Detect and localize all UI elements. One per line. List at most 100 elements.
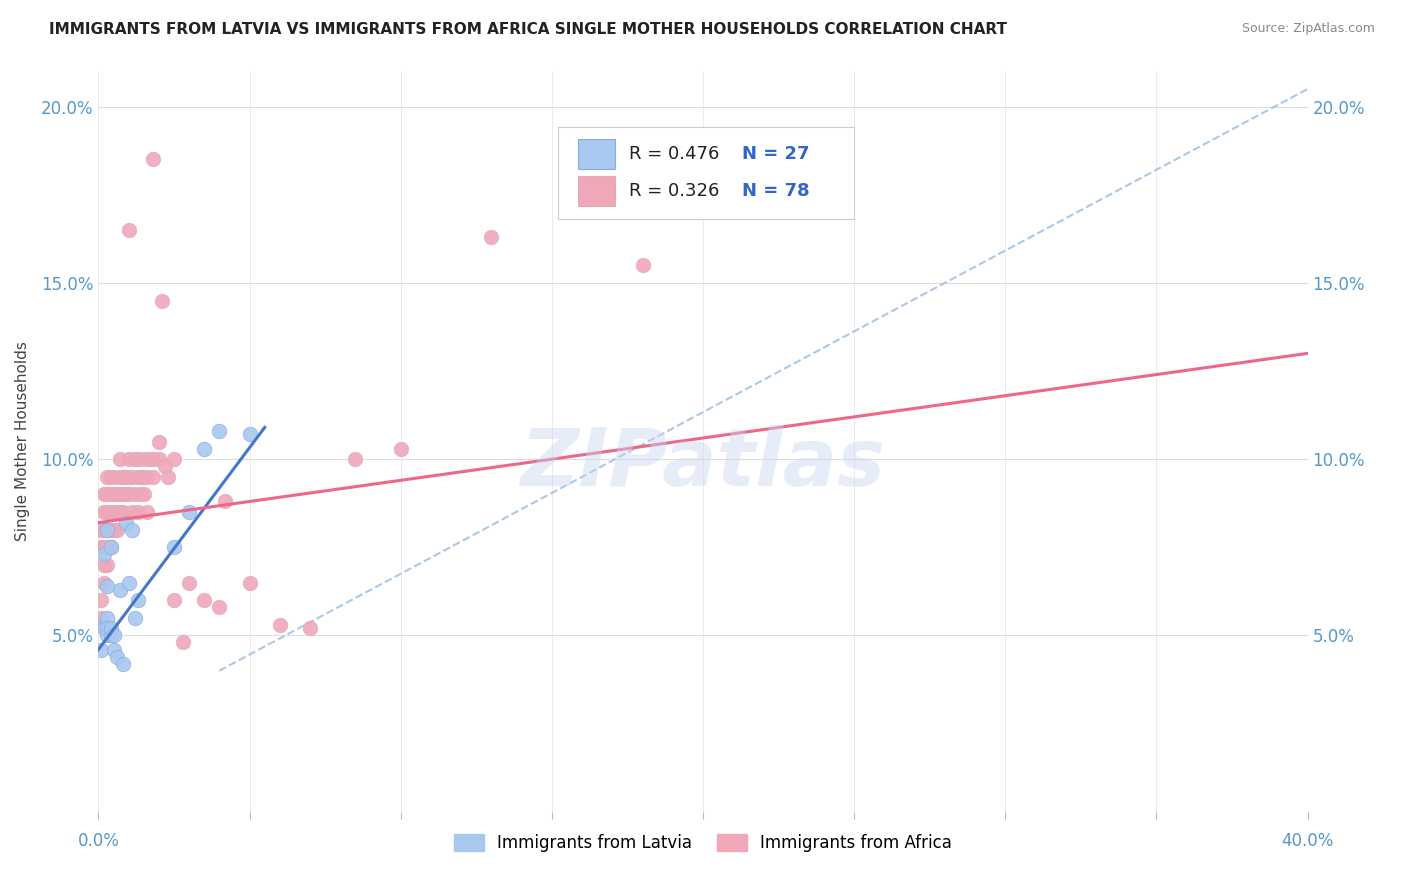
- Point: [214, 494, 236, 508]
- Point: [163, 593, 186, 607]
- Point: [96, 523, 118, 537]
- Point: [100, 628, 122, 642]
- Point: [93, 621, 115, 635]
- Point: [121, 470, 143, 484]
- Point: [96, 628, 118, 642]
- Point: [93, 558, 115, 572]
- Point: [118, 223, 141, 237]
- Text: ZIPatlas: ZIPatlas: [520, 425, 886, 503]
- Point: [103, 505, 125, 519]
- Point: [269, 618, 291, 632]
- Point: [124, 452, 146, 467]
- Text: N = 78: N = 78: [742, 182, 810, 201]
- Point: [127, 452, 149, 467]
- Point: [100, 523, 122, 537]
- Legend: Immigrants from Latvia, Immigrants from Africa: Immigrants from Latvia, Immigrants from …: [447, 828, 959, 859]
- Point: [208, 424, 231, 438]
- Point: [148, 434, 170, 449]
- Point: [90, 611, 112, 625]
- Point: [90, 593, 112, 607]
- Point: [96, 579, 118, 593]
- Point: [135, 505, 157, 519]
- Point: [142, 470, 165, 484]
- Point: [96, 523, 118, 537]
- Point: [111, 657, 134, 671]
- Point: [103, 523, 125, 537]
- Text: 40.0%: 40.0%: [1281, 832, 1334, 850]
- Point: [96, 541, 118, 555]
- Point: [93, 487, 115, 501]
- Point: [90, 541, 112, 555]
- Point: [148, 452, 170, 467]
- Point: [96, 487, 118, 501]
- Y-axis label: Single Mother Households: Single Mother Households: [15, 342, 30, 541]
- Point: [93, 575, 115, 590]
- Point: [153, 459, 176, 474]
- Point: [129, 470, 152, 484]
- Point: [121, 523, 143, 537]
- Point: [239, 575, 262, 590]
- Point: [108, 487, 131, 501]
- Point: [93, 547, 115, 561]
- Point: [111, 487, 134, 501]
- Point: [139, 452, 162, 467]
- Point: [118, 487, 141, 501]
- Point: [179, 505, 201, 519]
- Point: [93, 523, 115, 537]
- Point: [129, 487, 152, 501]
- Point: [142, 452, 165, 467]
- Point: [193, 442, 215, 456]
- Point: [100, 470, 122, 484]
- Point: [156, 470, 179, 484]
- Point: [103, 642, 125, 657]
- Point: [114, 470, 136, 484]
- Point: [118, 575, 141, 590]
- Point: [96, 470, 118, 484]
- Point: [239, 427, 262, 442]
- Point: [121, 505, 143, 519]
- Point: [142, 153, 165, 167]
- Point: [127, 593, 149, 607]
- Point: [105, 487, 128, 501]
- Point: [132, 452, 155, 467]
- Point: [299, 621, 322, 635]
- Point: [96, 621, 118, 635]
- Point: [124, 611, 146, 625]
- Point: [93, 618, 115, 632]
- Point: [108, 470, 131, 484]
- Point: [105, 505, 128, 519]
- Point: [172, 635, 194, 649]
- Point: [631, 258, 654, 272]
- Point: [103, 487, 125, 501]
- Point: [389, 442, 412, 456]
- FancyBboxPatch shape: [578, 177, 614, 206]
- Point: [114, 487, 136, 501]
- Point: [90, 642, 112, 657]
- Point: [114, 516, 136, 530]
- Point: [103, 470, 125, 484]
- Text: IMMIGRANTS FROM LATVIA VS IMMIGRANTS FROM AFRICA SINGLE MOTHER HOUSEHOLDS CORREL: IMMIGRANTS FROM LATVIA VS IMMIGRANTS FRO…: [49, 22, 1007, 37]
- Point: [163, 541, 186, 555]
- FancyBboxPatch shape: [558, 127, 855, 219]
- Point: [150, 293, 173, 308]
- Point: [96, 558, 118, 572]
- Text: 0.0%: 0.0%: [77, 832, 120, 850]
- Point: [103, 628, 125, 642]
- Point: [96, 611, 118, 625]
- Point: [179, 575, 201, 590]
- Point: [100, 541, 122, 555]
- Point: [208, 600, 231, 615]
- Point: [93, 541, 115, 555]
- Point: [124, 487, 146, 501]
- Point: [90, 523, 112, 537]
- Point: [127, 505, 149, 519]
- Point: [111, 505, 134, 519]
- Point: [108, 582, 131, 597]
- Point: [100, 541, 122, 555]
- FancyBboxPatch shape: [578, 139, 614, 169]
- Text: Source: ZipAtlas.com: Source: ZipAtlas.com: [1241, 22, 1375, 36]
- Point: [344, 452, 367, 467]
- Point: [132, 470, 155, 484]
- Point: [132, 487, 155, 501]
- Point: [93, 505, 115, 519]
